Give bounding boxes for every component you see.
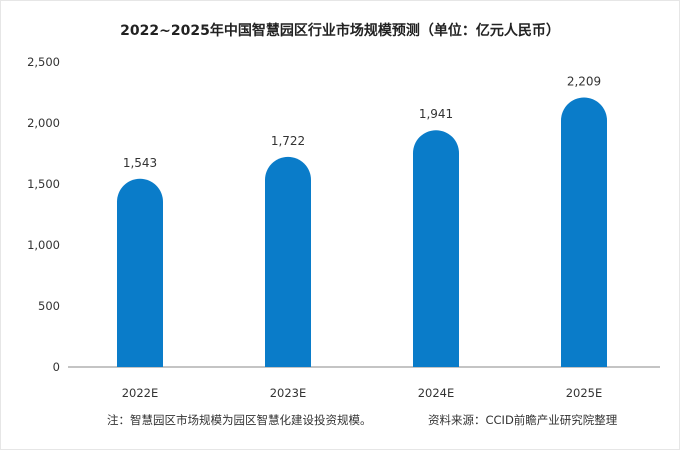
y-tick-label: 1,000 bbox=[27, 238, 60, 252]
y-tick-label: 1,500 bbox=[27, 177, 60, 191]
bar bbox=[265, 156, 311, 367]
x-tick-label: 2024E bbox=[418, 386, 455, 400]
x-tick-label: 2023E bbox=[270, 386, 307, 400]
source-note: 资料来源：CCID前瞻产业研究院整理 bbox=[428, 413, 618, 427]
chart-title: 2022~2025年中国智慧园区行业市场规模预测（单位：亿元人民币） bbox=[120, 23, 560, 39]
bar bbox=[413, 130, 459, 367]
x-tick-label: 2025E bbox=[566, 386, 603, 400]
bar-value-label: 1,722 bbox=[271, 134, 305, 148]
bar bbox=[561, 97, 607, 367]
bar-value-label: 1,543 bbox=[123, 156, 157, 170]
bar-value-label: 2,209 bbox=[567, 75, 601, 89]
y-tick-label: 0 bbox=[53, 360, 60, 374]
footnote: 注：智慧园区市场规模为园区智慧化建设投资规模。 bbox=[107, 413, 372, 427]
bar bbox=[117, 178, 163, 367]
x-tick-label: 2022E bbox=[122, 386, 159, 400]
y-tick-label: 2,000 bbox=[27, 116, 60, 130]
bar-value-label: 1,941 bbox=[419, 107, 453, 121]
y-tick-label: 500 bbox=[38, 299, 60, 313]
y-tick-label: 2,500 bbox=[27, 55, 60, 69]
